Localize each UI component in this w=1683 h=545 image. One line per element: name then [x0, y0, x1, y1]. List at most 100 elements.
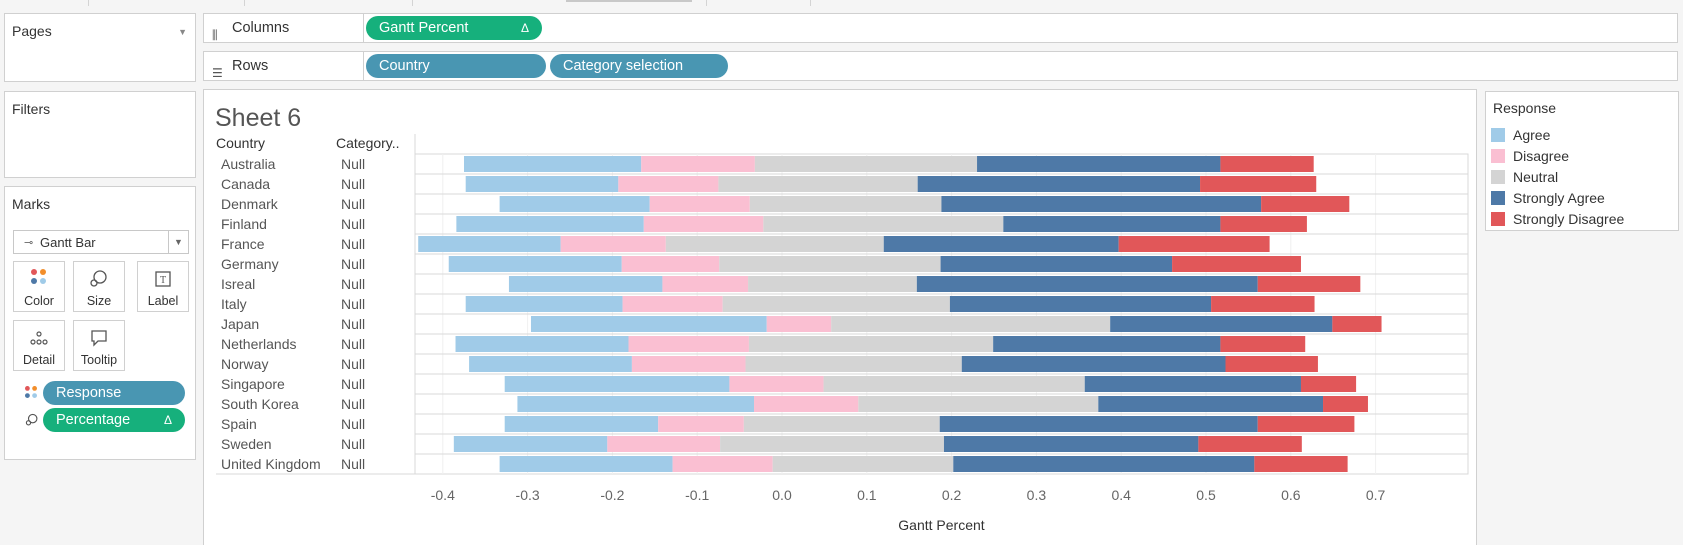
- bar-segment-neutral[interactable]: [665, 236, 884, 252]
- bar-segment-strongly-disagree[interactable]: [1225, 356, 1318, 372]
- mark-type-dropdown[interactable]: ⊸ Gantt Bar ▼: [13, 230, 189, 254]
- bar-segment-strongly-disagree[interactable]: [1220, 216, 1307, 232]
- pages-card[interactable]: Pages ▼: [4, 13, 196, 82]
- bar-segment-agree[interactable]: [465, 296, 623, 312]
- bar-segment-strongly-agree[interactable]: [953, 456, 1255, 472]
- bar-segment-strongly-disagree[interactable]: [1323, 396, 1368, 412]
- bar-segment-strongly-agree[interactable]: [941, 196, 1262, 212]
- bar-segment-disagree[interactable]: [628, 336, 749, 352]
- bar-segment-agree[interactable]: [517, 396, 755, 412]
- bar-segment-strongly-agree[interactable]: [940, 256, 1173, 272]
- bar-segment-neutral[interactable]: [748, 336, 994, 352]
- bar-segment-neutral[interactable]: [719, 256, 941, 272]
- bar-segment-disagree[interactable]: [754, 396, 859, 412]
- bar-segment-neutral[interactable]: [749, 196, 942, 212]
- detail-button[interactable]: Detail: [13, 320, 65, 371]
- bar-segment-agree[interactable]: [499, 456, 673, 472]
- row-label-category: Null: [341, 276, 365, 292]
- bar-segment-disagree[interactable]: [649, 196, 750, 212]
- bar-segment-agree[interactable]: [455, 336, 629, 352]
- bar-segment-agree[interactable]: [499, 196, 650, 212]
- bar-segment-strongly-disagree[interactable]: [1198, 436, 1302, 452]
- bar-segment-strongly-agree[interactable]: [1003, 216, 1221, 232]
- bar-segment-neutral[interactable]: [743, 416, 940, 432]
- bar-segment-strongly-agree[interactable]: [1110, 316, 1333, 332]
- percentage-pill[interactable]: Percentage Δ: [43, 408, 185, 432]
- bar-segment-strongly-agree[interactable]: [949, 296, 1212, 312]
- bar-segment-neutral[interactable]: [858, 396, 1099, 412]
- bar-segment-agree[interactable]: [469, 356, 632, 372]
- bar-segment-neutral[interactable]: [831, 316, 1111, 332]
- category-selection-pill[interactable]: Category selection: [550, 54, 728, 78]
- bar-segment-disagree[interactable]: [560, 236, 666, 252]
- label-button[interactable]: T Label: [137, 261, 189, 312]
- bar-segment-strongly-disagree[interactable]: [1257, 416, 1355, 432]
- bar-segment-strongly-disagree[interactable]: [1257, 276, 1361, 292]
- bar-segment-strongly-disagree[interactable]: [1261, 196, 1350, 212]
- bar-segment-agree[interactable]: [465, 176, 619, 192]
- bar-segment-strongly-disagree[interactable]: [1172, 256, 1301, 272]
- bar-segment-neutral[interactable]: [823, 376, 1085, 392]
- bar-segment-strongly-agree[interactable]: [1084, 376, 1301, 392]
- bar-segment-strongly-agree[interactable]: [993, 336, 1221, 352]
- bar-segment-neutral[interactable]: [748, 276, 917, 292]
- bar-segment-strongly-agree[interactable]: [1098, 396, 1324, 412]
- bar-segment-neutral[interactable]: [745, 356, 962, 372]
- bar-segment-strongly-agree[interactable]: [917, 176, 1201, 192]
- pages-dropdown-icon[interactable]: ▼: [178, 27, 187, 37]
- size-button[interactable]: Size: [73, 261, 125, 312]
- tooltip-button[interactable]: Tooltip: [73, 320, 125, 371]
- bar-segment-disagree[interactable]: [607, 436, 721, 452]
- bar-segment-strongly-agree[interactable]: [916, 276, 1258, 292]
- rows-shelf[interactable]: ☰ Rows Country Category selection: [203, 51, 1678, 81]
- bar-segment-disagree[interactable]: [641, 156, 755, 172]
- filters-card[interactable]: Filters: [4, 91, 196, 178]
- bar-segment-strongly-agree[interactable]: [977, 156, 1221, 172]
- bar-segment-disagree[interactable]: [621, 256, 720, 272]
- columns-shelf[interactable]: ⫼ Columns Gantt Percent Δ: [203, 13, 1678, 43]
- bar-segment-disagree[interactable]: [766, 316, 832, 332]
- bar-segment-disagree[interactable]: [662, 276, 749, 292]
- bar-segment-strongly-agree[interactable]: [939, 416, 1258, 432]
- bar-segment-strongly-agree[interactable]: [961, 356, 1226, 372]
- bar-segment-neutral[interactable]: [772, 456, 954, 472]
- bar-segment-agree[interactable]: [504, 376, 730, 392]
- bar-segment-neutral[interactable]: [763, 216, 1004, 232]
- bar-segment-neutral[interactable]: [722, 296, 950, 312]
- bar-segment-neutral[interactable]: [754, 156, 978, 172]
- bar-segment-strongly-disagree[interactable]: [1300, 376, 1357, 392]
- bar-segment-agree[interactable]: [508, 276, 663, 292]
- bar-segment-agree[interactable]: [453, 436, 608, 452]
- bar-segment-strongly-disagree[interactable]: [1118, 236, 1270, 252]
- bar-segment-disagree[interactable]: [729, 376, 824, 392]
- rows-shelf-label: Rows: [232, 58, 269, 74]
- bar-segment-disagree[interactable]: [658, 416, 744, 432]
- bar-segment-strongly-disagree[interactable]: [1211, 296, 1315, 312]
- bar-segment-disagree[interactable]: [618, 176, 719, 192]
- bar-segment-disagree[interactable]: [631, 356, 746, 372]
- bar-segment-strongly-agree[interactable]: [883, 236, 1119, 252]
- chevron-down-icon[interactable]: ▼: [168, 231, 188, 253]
- bar-segment-disagree[interactable]: [672, 456, 773, 472]
- bar-segment-strongly-disagree[interactable]: [1220, 156, 1314, 172]
- row-label-country: Norway: [221, 356, 268, 372]
- response-pill[interactable]: Response: [43, 381, 185, 405]
- gantt-percent-pill[interactable]: Gantt Percent Δ: [366, 16, 542, 40]
- bar-segment-disagree[interactable]: [643, 216, 764, 232]
- bar-segment-disagree[interactable]: [622, 296, 723, 312]
- bar-segment-agree[interactable]: [448, 256, 622, 272]
- bar-segment-agree[interactable]: [418, 236, 561, 252]
- bar-segment-strongly-disagree[interactable]: [1332, 316, 1382, 332]
- bar-segment-strongly-disagree[interactable]: [1220, 336, 1306, 352]
- bar-segment-agree[interactable]: [456, 216, 644, 232]
- color-button[interactable]: Color: [13, 261, 65, 312]
- bar-segment-strongly-disagree[interactable]: [1200, 176, 1317, 192]
- bar-segment-neutral[interactable]: [718, 176, 918, 192]
- bar-segment-neutral[interactable]: [720, 436, 944, 452]
- bar-segment-strongly-agree[interactable]: [943, 436, 1199, 452]
- bar-segment-agree[interactable]: [464, 156, 642, 172]
- country-pill[interactable]: Country: [366, 54, 546, 78]
- bar-segment-strongly-disagree[interactable]: [1254, 456, 1348, 472]
- bar-segment-agree[interactable]: [530, 316, 767, 332]
- bar-segment-agree[interactable]: [504, 416, 659, 432]
